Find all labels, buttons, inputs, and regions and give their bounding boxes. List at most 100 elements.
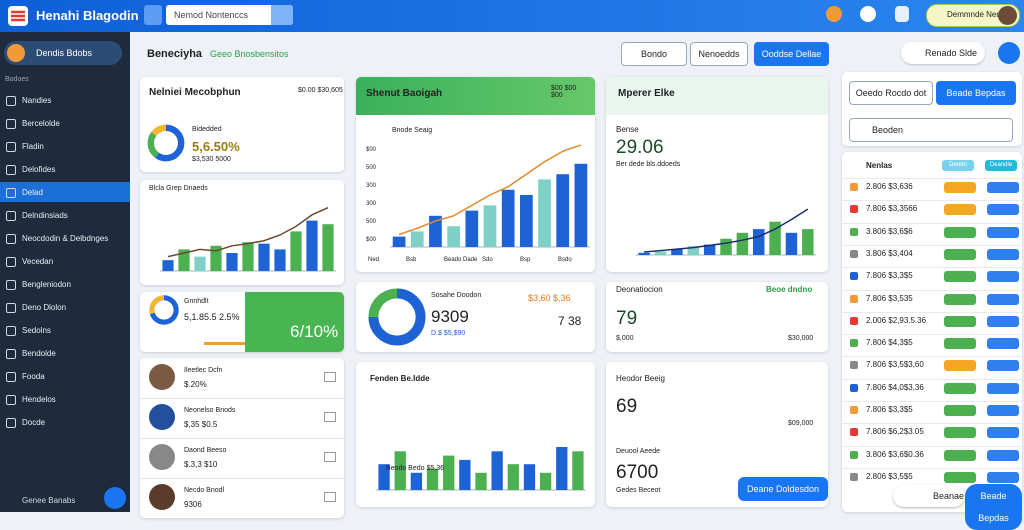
status-badge [944,449,976,461]
icon[interactable] [860,6,876,22]
divider [842,401,1022,402]
card: Shenut Baoigah $00 $00 $00 Bnode Seaig $… [356,77,595,272]
row-text: 3.806 $3,6$6 [866,226,913,236]
status-badge [987,204,1019,216]
button[interactable]: Deane Doldesdon [738,477,828,501]
person-name: Daond Beeso [184,447,227,454]
icon[interactable] [826,6,842,22]
status-badge [987,271,1019,283]
bar [556,447,568,490]
bar [226,253,238,271]
nav-item[interactable]: Delndinsiads [22,211,68,220]
nav-item[interactable]: Bercelolde [22,119,60,128]
button[interactable]: Beade Bepdas [965,484,1022,530]
bar [720,238,732,255]
divider [842,178,1022,179]
badge: Deandle [985,160,1017,171]
button[interactable]: Oeedo Rocdo dot [849,81,933,105]
nav-item[interactable]: Hendelos [22,395,56,404]
bar [483,205,497,247]
status-badge [987,449,1019,461]
page-subtitle: Geeo Bnosbensitos [210,49,289,59]
nav-item[interactable]: Docde [22,418,46,427]
divider [842,423,1022,425]
bar [258,243,270,271]
chat-button[interactable] [104,487,126,509]
nav-item[interactable]: Delad [22,188,43,197]
card: Ileetlec Dcfn $.20% Neonelso Bnods $,35 $0.… [140,358,344,518]
top-bar: Henahi Blagodin Nemod Nontenccs Demmnde … [0,0,1024,32]
user-pill[interactable]: Demmnde Nedo [926,4,1020,27]
nav-item[interactable]: Bendolde [22,349,56,358]
bar [443,455,455,490]
card-title: Blcla Grep Dnaeds [149,185,208,192]
nav-item[interactable]: Nandies [22,96,52,105]
card-title: Nelniei Mecobphun [149,87,241,98]
button[interactable]: Ooddse Dellae [754,42,829,66]
row-icon [850,383,858,392]
row-text: 7.806 $3,3566 [866,204,918,214]
card: Sosahe Doodon 9309 D.$ $5,$90 $3,60 $,36… [356,282,595,352]
highlight: 6/10% [245,292,344,352]
nav-icon [6,188,16,198]
status-badge [987,293,1019,305]
nav-icon [6,165,16,175]
bar [465,210,479,247]
bar [426,468,439,490]
bar [378,464,390,490]
divider [842,311,1022,313]
button[interactable]: Bondo [621,42,687,66]
button[interactable]: Nenoedds [690,42,748,66]
row-text: 2.806 $3,636 [866,182,913,191]
row-icon [850,339,858,348]
search-box[interactable]: Nemod Nontenccs [166,5,293,25]
divider [842,244,1022,246]
profile-pill[interactable]: Renado Slde [901,42,985,64]
row-text: 2.006 $2,93.5.36 [866,315,927,325]
card: Mperer Elke Bense 29.06 Ber dede bls.ddo… [606,77,828,272]
bar [671,249,683,255]
icon [324,492,336,502]
status-badge [944,382,976,394]
bar [501,189,515,247]
footer-pill[interactable]: Beanae [893,485,965,507]
icon[interactable] [895,6,909,22]
nav-item[interactable]: Vecedan [22,257,54,266]
bar [538,179,551,247]
nav-item[interactable]: Sedolns [22,326,51,335]
nav-icon [6,211,16,221]
panel-heading: Nenlas [866,161,893,170]
icon [324,452,336,462]
sub: D.$ $5,$90 [431,330,466,337]
nav-item[interactable]: Bengleniodon [22,280,71,289]
account-pill[interactable]: Dendis Bdobs [4,41,122,65]
bar [178,249,190,271]
donut [149,295,179,325]
profile-name: Renado Slde [925,48,978,58]
sub: $30,000 [788,335,814,342]
user-name: Demmnde Nedo [947,10,1006,19]
button[interactable]: Beade Bepdas [936,81,1016,105]
nav-icon [6,349,16,359]
icon[interactable] [144,5,162,25]
status-badge [944,182,976,193]
status-badge [987,226,1019,238]
divider [140,438,344,439]
nav-item[interactable]: Neocdodin & Delbdnges [22,234,109,243]
dropdown[interactable]: Beoden [849,118,1013,142]
search-button[interactable] [271,5,293,25]
nav-item[interactable]: Deno Dlolon [22,303,67,312]
section-label: Bodoes [5,76,29,83]
nav-item[interactable]: Fooda [22,372,45,381]
person-value: $.3,3 $10 [184,460,218,469]
nav-item[interactable]: Delofides [22,165,56,174]
icon-button[interactable] [998,42,1020,64]
y-axis-label: $00 [366,147,377,153]
x-axis-label: Ned [368,257,380,263]
card: Fenden Be.Idde Beodo Bedo $5,36 [356,362,595,507]
card: Nelniei Mecobphun $0.00 $30,605 Bidedded… [140,77,344,172]
footer-text: Beanae [933,491,965,501]
nav-item[interactable]: Fladin [22,142,44,151]
row-text: 7.806 $6,2$3.05 [866,427,924,437]
status-badge [944,338,976,350]
